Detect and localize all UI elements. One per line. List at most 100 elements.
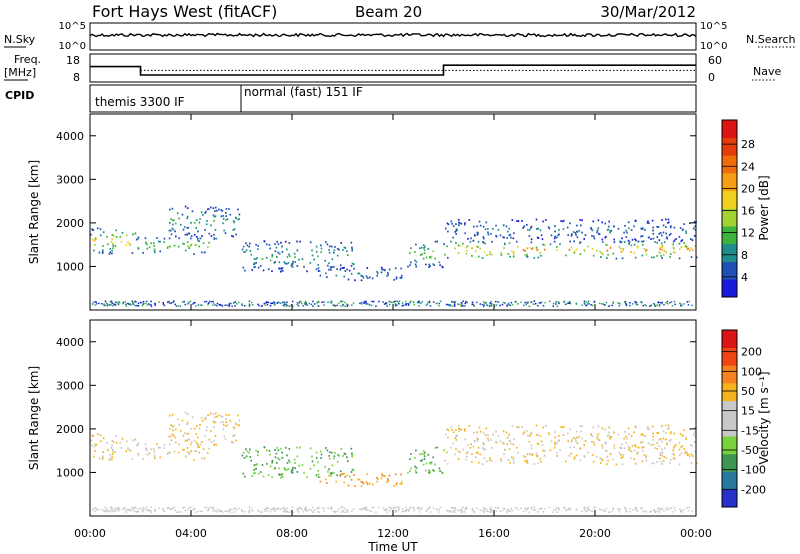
velocity-cell: [503, 453, 505, 455]
power-cell: [540, 254, 542, 257]
velocity-cell: [266, 449, 268, 452]
power-cell: [213, 215, 216, 218]
velocity-cell: [163, 443, 166, 446]
velocity-cell: [482, 448, 485, 450]
velocity-cell: [576, 430, 578, 433]
power-cell: [203, 251, 206, 254]
power-cell: [532, 303, 535, 305]
velocity-cell: [574, 438, 577, 440]
velocity-cell: [231, 511, 233, 513]
power-cell: [621, 257, 624, 260]
velocity-cell: [387, 478, 389, 480]
velocity-cell: [360, 485, 363, 488]
velocity-cell: [420, 460, 422, 462]
velocity-cell: [483, 511, 485, 514]
power-cell: [429, 305, 432, 307]
power-cell: [182, 228, 185, 231]
velocity-cell: [471, 507, 474, 509]
power-cell: [665, 232, 667, 235]
velocity-cell: [489, 509, 492, 511]
power-cell: [584, 234, 587, 236]
velocity-cell: [653, 509, 656, 512]
velocity-cell: [101, 509, 103, 511]
power-cell: [216, 209, 218, 212]
velocity-cell: [350, 471, 353, 473]
power-cell: [175, 235, 177, 238]
velocity-cell: [579, 425, 581, 427]
velocity-cell: [108, 459, 111, 461]
power-cell: [487, 233, 490, 236]
velocity-cell: [351, 455, 353, 458]
power-cell: [333, 249, 336, 252]
power-cell: [91, 228, 94, 231]
power-cell: [554, 230, 556, 233]
power-cell: [466, 249, 468, 252]
power-cell: [659, 248, 661, 250]
power-cell: [658, 232, 661, 235]
velocity-cell: [642, 449, 644, 452]
power-cell: [693, 235, 696, 237]
velocity-cell: [690, 444, 692, 446]
power-cell: [487, 228, 489, 230]
power-cell: [693, 221, 696, 223]
power-cell: [535, 218, 538, 221]
power-cell: [506, 305, 508, 307]
power-cell: [500, 254, 503, 256]
power-cell: [685, 232, 687, 234]
velocity-cell: [167, 451, 169, 454]
power-cell: [423, 247, 425, 249]
velocity-cell: [537, 462, 540, 465]
velocity-cell: [255, 464, 257, 466]
power-cell: [194, 244, 196, 246]
freq-unit-label: [MHz]: [4, 66, 36, 79]
power-cell: [691, 304, 693, 307]
power-cell: [471, 247, 473, 250]
velocity-cell: [591, 435, 594, 438]
power-cell: [472, 239, 475, 242]
power-cell: [232, 229, 235, 231]
velocity-cell: [250, 459, 252, 462]
velocity-cell: [487, 434, 489, 436]
power-cell: [134, 304, 136, 307]
power-cell: [556, 236, 558, 239]
power-cell: [182, 301, 184, 303]
power-cell: [486, 254, 488, 257]
power-cell: [451, 301, 454, 303]
velocity-cell: [661, 451, 664, 453]
power-cell: [683, 241, 685, 244]
power-cell: [285, 303, 288, 305]
power-cell: [661, 257, 663, 259]
power-cell: [320, 247, 323, 250]
power-cell: [347, 254, 349, 256]
power-cell: [186, 241, 189, 243]
power-cell: [612, 301, 615, 303]
velocity-cell: [399, 482, 402, 485]
power-cell: [412, 301, 415, 304]
velocity-cell: [477, 452, 479, 454]
power-cell: [115, 229, 117, 232]
velocity-cell: [433, 470, 435, 473]
power-cell: [438, 261, 441, 264]
velocity-cell: [446, 428, 449, 431]
power-cell: [663, 241, 666, 244]
power-cell: [533, 300, 536, 302]
power-cell: [497, 301, 499, 303]
power-cell: [207, 208, 210, 210]
power-cell: [478, 220, 481, 223]
power-cell: [593, 237, 596, 240]
power-cell: [186, 245, 189, 248]
power-cell: [642, 243, 644, 246]
power-cell: [262, 269, 265, 272]
velocity-cell: [637, 446, 640, 449]
velocity-cell: [525, 509, 527, 512]
power-cell: [669, 253, 672, 255]
power-cell: [344, 270, 347, 272]
power-cell: [135, 238, 138, 241]
power-cell: [283, 305, 286, 307]
velocity-cell: [204, 507, 206, 509]
velocity-cell: [177, 511, 180, 513]
power-cell: [346, 303, 348, 305]
power-cell: [236, 302, 238, 305]
velocity-cell: [323, 510, 325, 512]
power-cell: [125, 303, 127, 306]
